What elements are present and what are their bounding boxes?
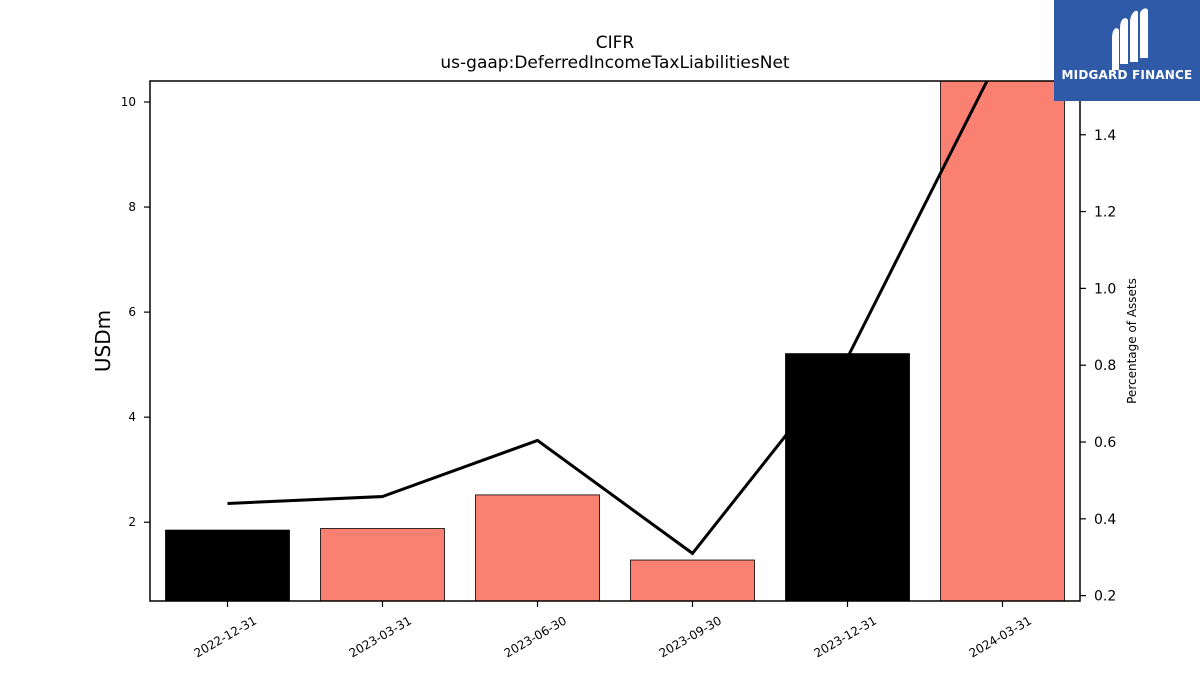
line-group bbox=[227, 81, 989, 556]
y2-tick-label: 0.2 bbox=[1094, 589, 1116, 605]
x-tick-label: 2023-12-31 bbox=[812, 613, 879, 660]
x-tick-label: 2022-12-31 bbox=[192, 613, 259, 660]
y-tick-label: 4 bbox=[128, 410, 136, 424]
line-series-percentage bbox=[227, 81, 989, 556]
y-tick-label: 8 bbox=[128, 200, 136, 214]
logo-text: MIDGARD FINANCE bbox=[1061, 68, 1193, 82]
x-tick-label: 2024-03-31 bbox=[967, 613, 1034, 660]
x-tick-label: 2023-06-30 bbox=[502, 613, 569, 660]
bar-2023-06-30 bbox=[475, 494, 600, 602]
y2-axis-label: Percentage of Assets bbox=[1125, 278, 1139, 404]
bar-2024-03-31 bbox=[940, 80, 1065, 602]
x-tick-label: 2023-09-30 bbox=[657, 613, 724, 660]
y-axis: 2 4 6 8 10 bbox=[121, 95, 150, 529]
y2-tick-label: 1.0 bbox=[1094, 281, 1116, 297]
y-axis-label: USDm bbox=[91, 310, 115, 372]
bar-2023-03-31 bbox=[320, 528, 445, 602]
bars-group bbox=[165, 80, 1065, 602]
y2-axis: 0.2 0.4 0.6 0.8 1.0 1.2 1.4 bbox=[1080, 128, 1116, 605]
y2-tick-label: 1.2 bbox=[1094, 205, 1116, 221]
y2-tick-label: 0.4 bbox=[1094, 512, 1116, 528]
y-tick-label: 2 bbox=[128, 515, 136, 529]
bar-2023-12-31 bbox=[785, 353, 910, 602]
bar-2023-09-30 bbox=[630, 559, 755, 602]
y-tick-label: 10 bbox=[121, 95, 136, 109]
x-axis: 2022-12-31 2023-03-31 2023-06-30 2023-09-30… bbox=[192, 601, 1034, 660]
y-tick-label: 6 bbox=[128, 305, 136, 319]
logo-icon bbox=[1112, 8, 1148, 70]
plot-frame bbox=[149, 80, 1081, 602]
y2-tick-label: 1.4 bbox=[1094, 128, 1116, 144]
chart-subtitle: us-gaap:DeferredIncomeTaxLiabilitiesNet bbox=[440, 53, 790, 73]
y2-tick-label: 0.8 bbox=[1094, 358, 1116, 374]
logo: MIDGARD FINANCE bbox=[1054, 0, 1200, 101]
y2-tick-label: 0.6 bbox=[1094, 435, 1116, 451]
chart-title: CIFR bbox=[596, 33, 635, 53]
x-tick-label: 2023-03-31 bbox=[347, 613, 414, 660]
bar-2022-12-31 bbox=[165, 529, 290, 602]
